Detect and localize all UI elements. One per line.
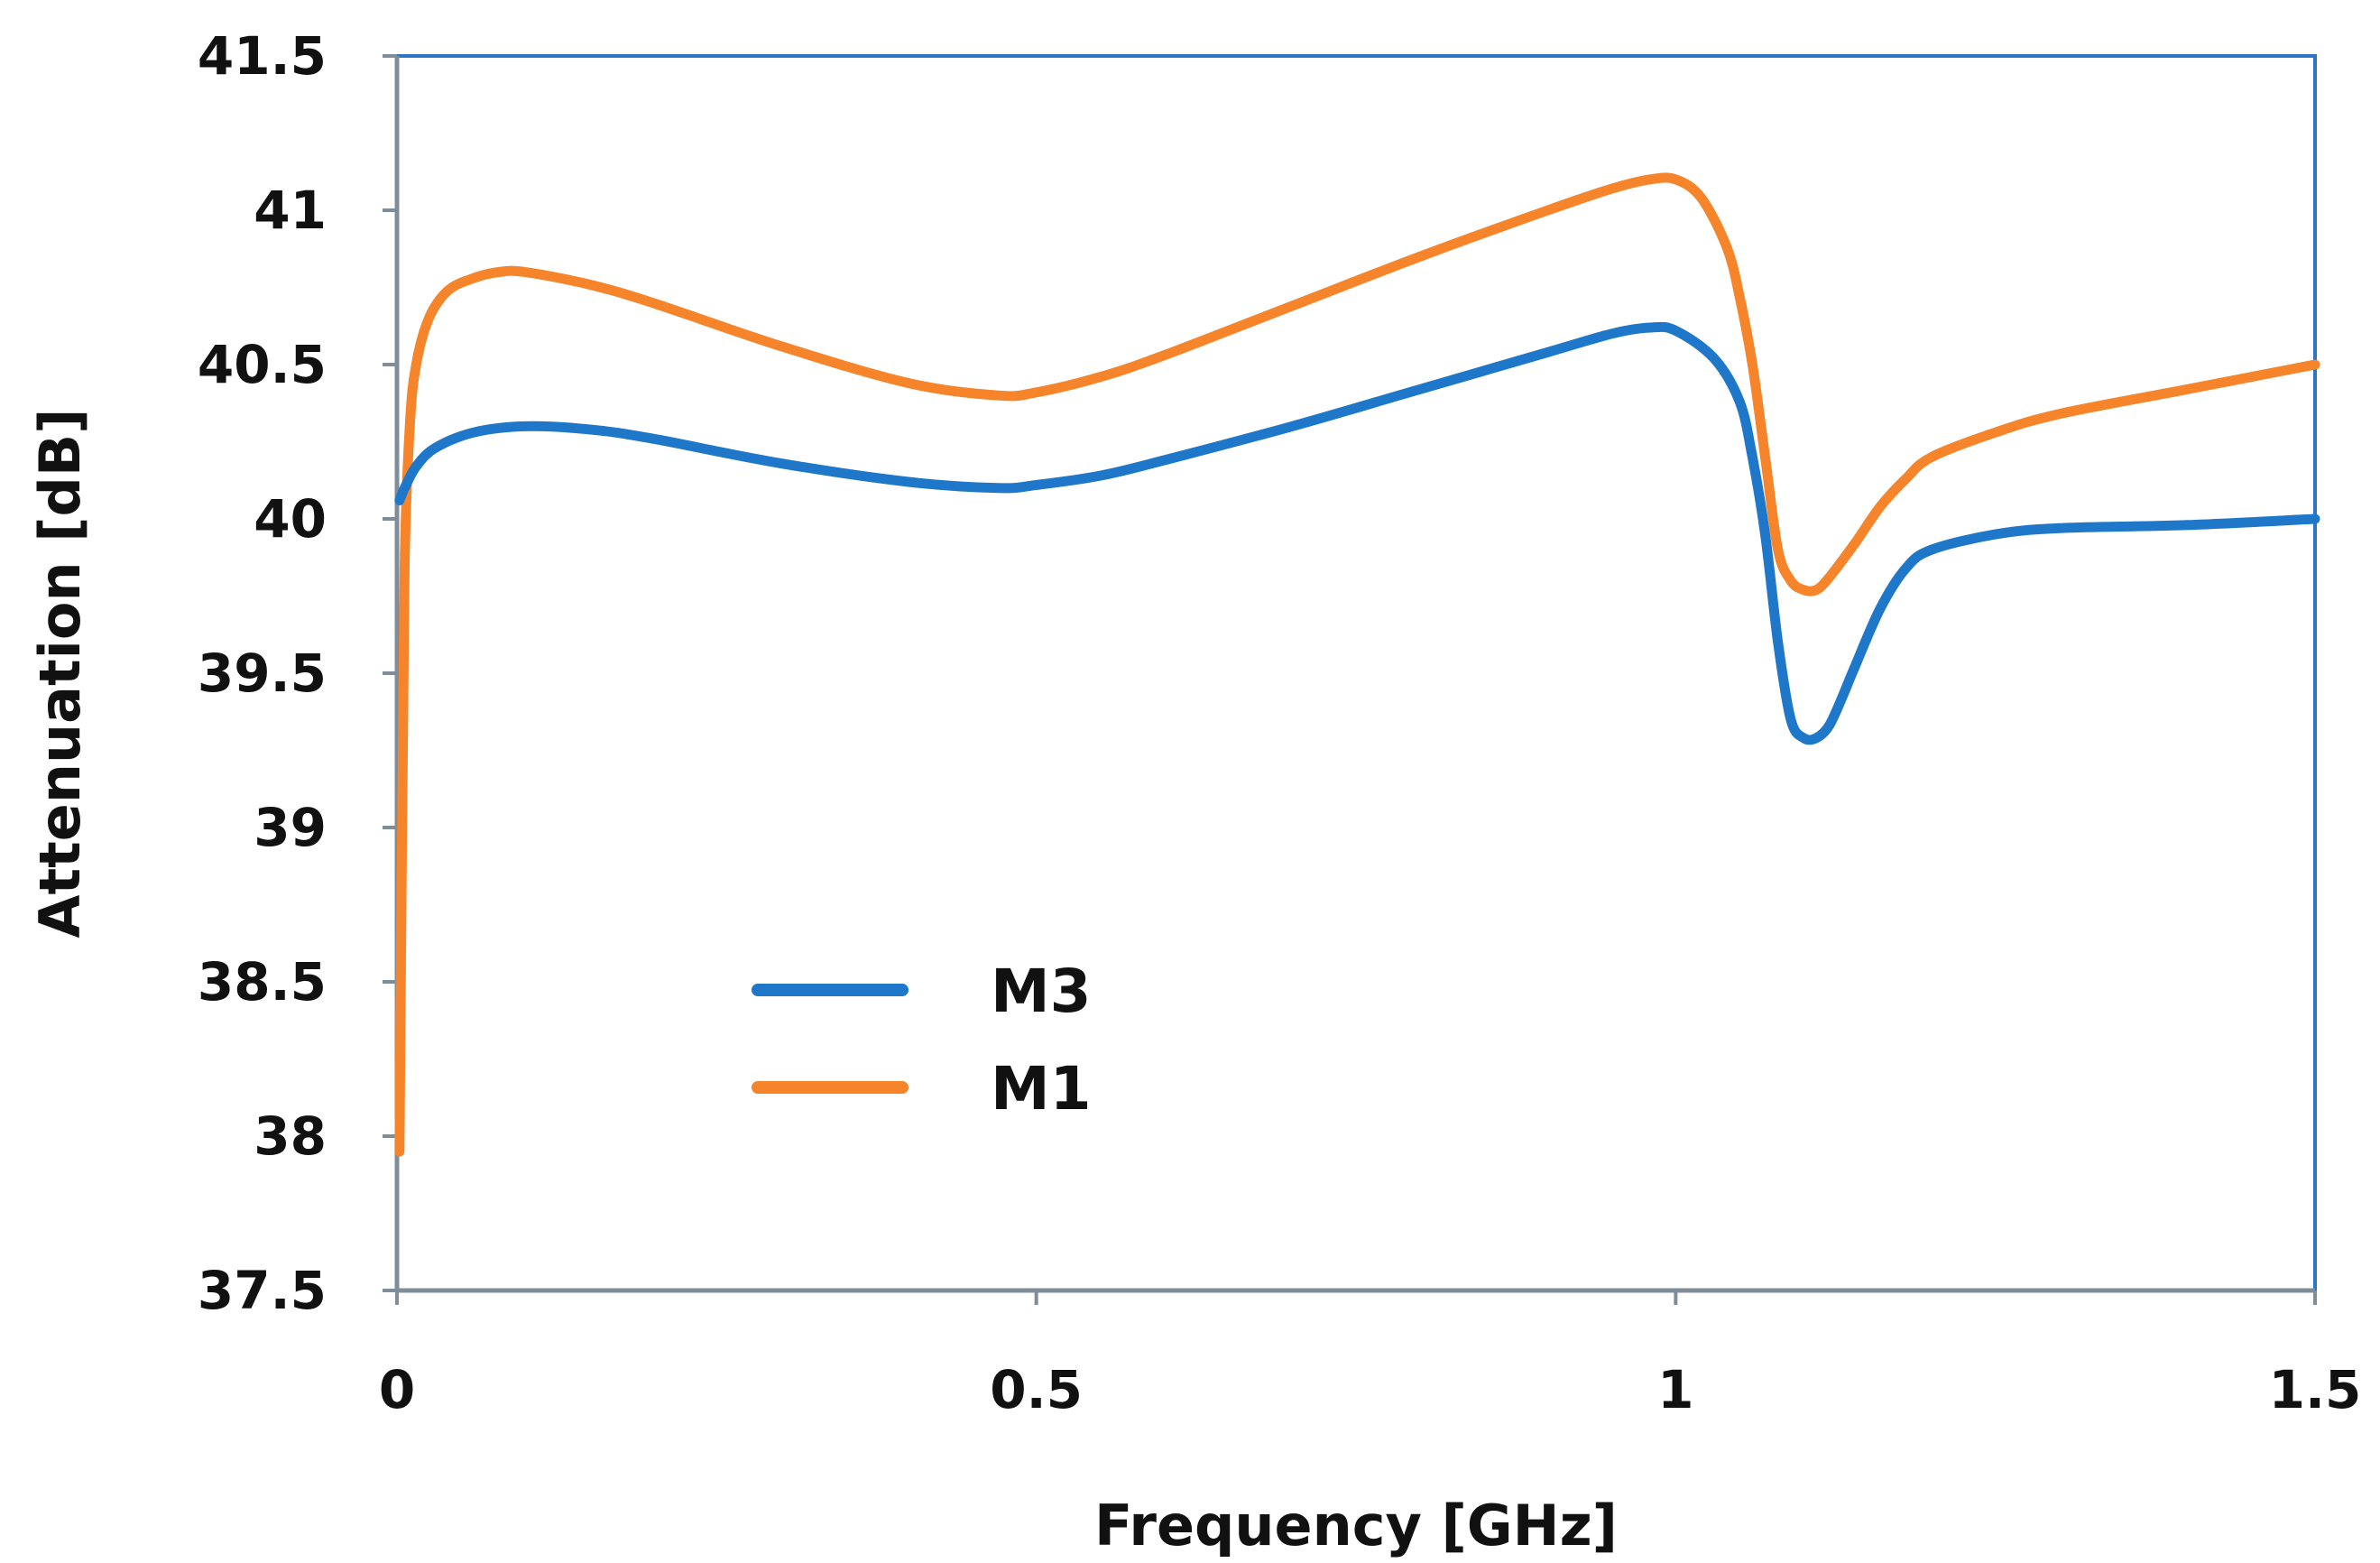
y-ticks: 37.5 38 38.5 39 39.5 40 40.5 41 41.5 bbox=[198, 25, 397, 1321]
series-line-m1 bbox=[394, 172, 2320, 1157]
x-tick-label: 0 bbox=[379, 1359, 415, 1420]
y-tick-label: 41.5 bbox=[198, 25, 327, 87]
y-axis-title: Attenuation [dB] bbox=[27, 409, 93, 939]
y-tick-label: 38.5 bbox=[198, 951, 327, 1013]
series-lines bbox=[394, 172, 2320, 1157]
x-tick-label: 0.5 bbox=[990, 1359, 1083, 1420]
y-tick-label: 40 bbox=[254, 488, 327, 550]
x-tick-label: 1 bbox=[1657, 1359, 1693, 1420]
legend-label-m1: M1 bbox=[991, 1054, 1092, 1124]
y-tick-label: 37.5 bbox=[198, 1260, 327, 1321]
y-tick-label: 40.5 bbox=[198, 334, 327, 395]
x-ticks: 0 0.5 1 1.5 bbox=[379, 1290, 2362, 1420]
y-tick-label: 39.5 bbox=[198, 643, 327, 704]
x-tick-label: 1.5 bbox=[2269, 1359, 2362, 1420]
y-tick-label: 41 bbox=[254, 180, 327, 241]
y-tick-label: 39 bbox=[254, 797, 327, 858]
plot-area bbox=[395, 54, 2317, 1292]
x-axis-title: Frequency [GHz] bbox=[1094, 1493, 1618, 1558]
legend-label-m3: M3 bbox=[991, 957, 1092, 1026]
y-tick-label: 38 bbox=[254, 1105, 327, 1167]
series-line-m3 bbox=[394, 321, 2320, 745]
